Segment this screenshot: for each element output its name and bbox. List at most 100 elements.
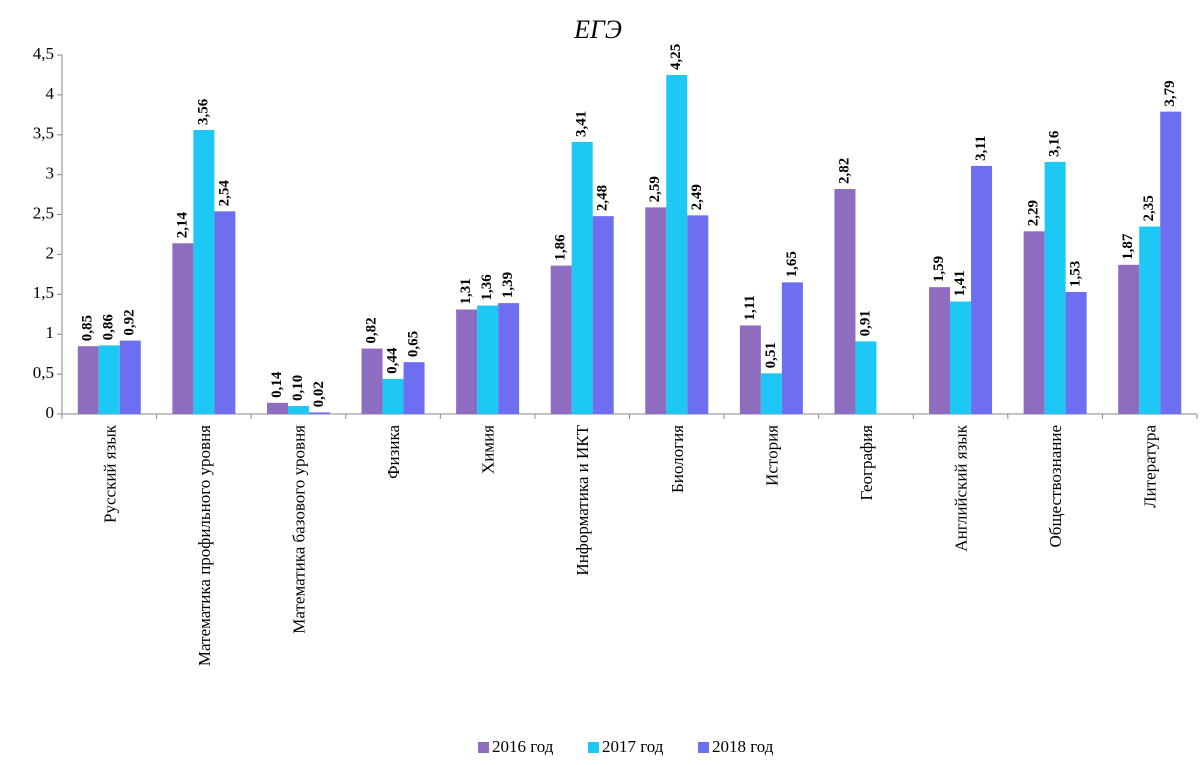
value-label: 1,65 [784,251,800,277]
bar [834,189,856,414]
value-label: 0,44 [384,347,400,374]
bar [645,207,667,414]
bar [929,287,951,414]
legend-label: 2017 год [602,737,664,756]
y-tick-label: 2,5 [33,203,54,222]
value-label: 0,92 [122,309,138,335]
bar [498,303,520,414]
bar [98,345,120,414]
bar [666,74,688,414]
y-tick-label: 3 [46,164,55,183]
x-tick-label: История [762,425,781,486]
value-label: 0,86 [101,314,117,341]
bar [1160,111,1182,415]
value-label: 2,48 [595,185,611,211]
value-label: 0,85 [80,315,96,341]
value-label: 3,11 [973,135,989,160]
value-label: 2,59 [647,176,663,202]
bar [550,265,572,414]
bar [855,341,877,414]
value-label: 2,49 [689,184,705,210]
bar [592,216,614,414]
x-tick-label: Биология [668,425,687,493]
value-label: 3,41 [574,111,590,137]
bar [1023,231,1045,414]
legend-label: 2016 год [492,737,554,756]
value-label: 1,31 [458,278,474,304]
x-tick-label: География [857,425,876,501]
bar [456,309,478,414]
value-label: 1,39 [500,272,516,298]
y-tick-label: 3,5 [33,124,54,143]
y-tick-label: 0 [46,403,55,422]
bar [687,215,709,414]
bar [403,362,425,414]
x-tick-label: Русский язык [100,424,119,523]
bar [571,141,593,415]
value-label: 3,56 [195,98,211,125]
bar [1118,264,1140,414]
bar [193,129,215,415]
y-tick-label: 4,5 [33,44,54,63]
value-label: 1,36 [479,274,495,301]
bar [950,301,972,414]
bar [266,402,288,414]
value-label: 0,82 [363,317,379,343]
bar [361,348,383,414]
value-label: 2,14 [174,212,190,239]
bar [382,378,404,414]
bar [172,243,194,414]
bar [477,305,499,414]
bar [760,373,782,414]
value-label: 2,35 [1141,195,1157,221]
bar [1044,161,1066,414]
x-tick-label: Математика базового уровня [289,425,308,634]
value-label: 0,14 [269,371,285,398]
x-tick-label: Химия [479,425,498,474]
value-label: 0,65 [405,331,421,357]
x-tick-label: Литература [1141,425,1160,508]
value-label: 3,79 [1162,80,1178,106]
bar [214,211,236,414]
y-tick-label: 4 [46,84,55,103]
chart-title: ЕГЭ [573,15,622,44]
bar [971,165,993,414]
y-tick-label: 0,5 [33,363,54,382]
value-label: 3,16 [1047,130,1063,157]
x-tick-label: Физика [384,425,403,479]
bar [77,346,99,414]
x-tick-label: Информатика и ИКТ [573,424,592,575]
y-tick-label: 1,5 [33,283,54,302]
value-label: 1,11 [742,295,758,320]
x-tick-label: Обществознание [1046,425,1065,547]
value-label: 2,54 [216,180,232,207]
value-label: 1,59 [931,256,947,282]
value-label: 2,29 [1026,200,1042,226]
value-label: 0,10 [290,375,306,401]
value-label: 0,02 [311,381,327,407]
value-label: 0,51 [763,342,779,368]
legend-swatch [478,742,489,753]
bar [1065,291,1087,414]
y-tick-label: 1 [46,323,55,342]
bar [287,406,309,414]
bar [1139,226,1161,414]
bar [308,412,330,414]
bar [119,340,141,414]
value-label: 1,41 [952,270,968,296]
x-tick-label: Математика профильного уровня [195,425,214,666]
legend-swatch [698,742,709,753]
x-tick-label: Английский язык [952,424,971,551]
value-label: 1,87 [1120,233,1136,260]
value-label: 2,82 [836,158,852,184]
legend-swatch [588,742,599,753]
bar [739,325,761,414]
value-label: 1,86 [553,234,569,261]
y-tick-label: 2 [46,243,55,262]
value-label: 0,91 [857,310,873,336]
value-label: 4,25 [668,44,684,70]
value-label: 1,53 [1068,261,1084,287]
bar [781,282,803,414]
legend-label: 2018 год [712,737,774,756]
